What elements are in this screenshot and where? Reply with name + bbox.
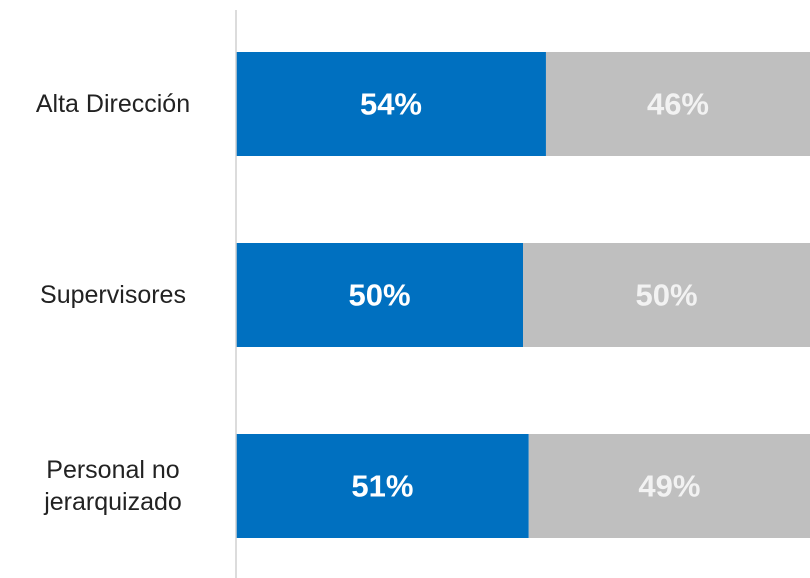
bar-segment <box>545 52 810 156</box>
bar-segment <box>236 434 529 538</box>
value-label: 50% <box>348 278 410 313</box>
value-label: 54% <box>360 87 422 122</box>
value-label: 49% <box>638 469 700 504</box>
value-label: 46% <box>647 87 709 122</box>
bar-segment <box>523 243 810 347</box>
value-label: 50% <box>635 278 697 313</box>
category-label: Supervisores <box>40 281 186 309</box>
bar-segment <box>528 434 810 538</box>
bar-segment <box>236 243 523 347</box>
category-label: Alta Dirección <box>35 90 191 118</box>
category-label: Personal no jerarquizado <box>44 456 182 516</box>
bar-segment <box>236 52 546 156</box>
value-label: 51% <box>351 469 413 504</box>
